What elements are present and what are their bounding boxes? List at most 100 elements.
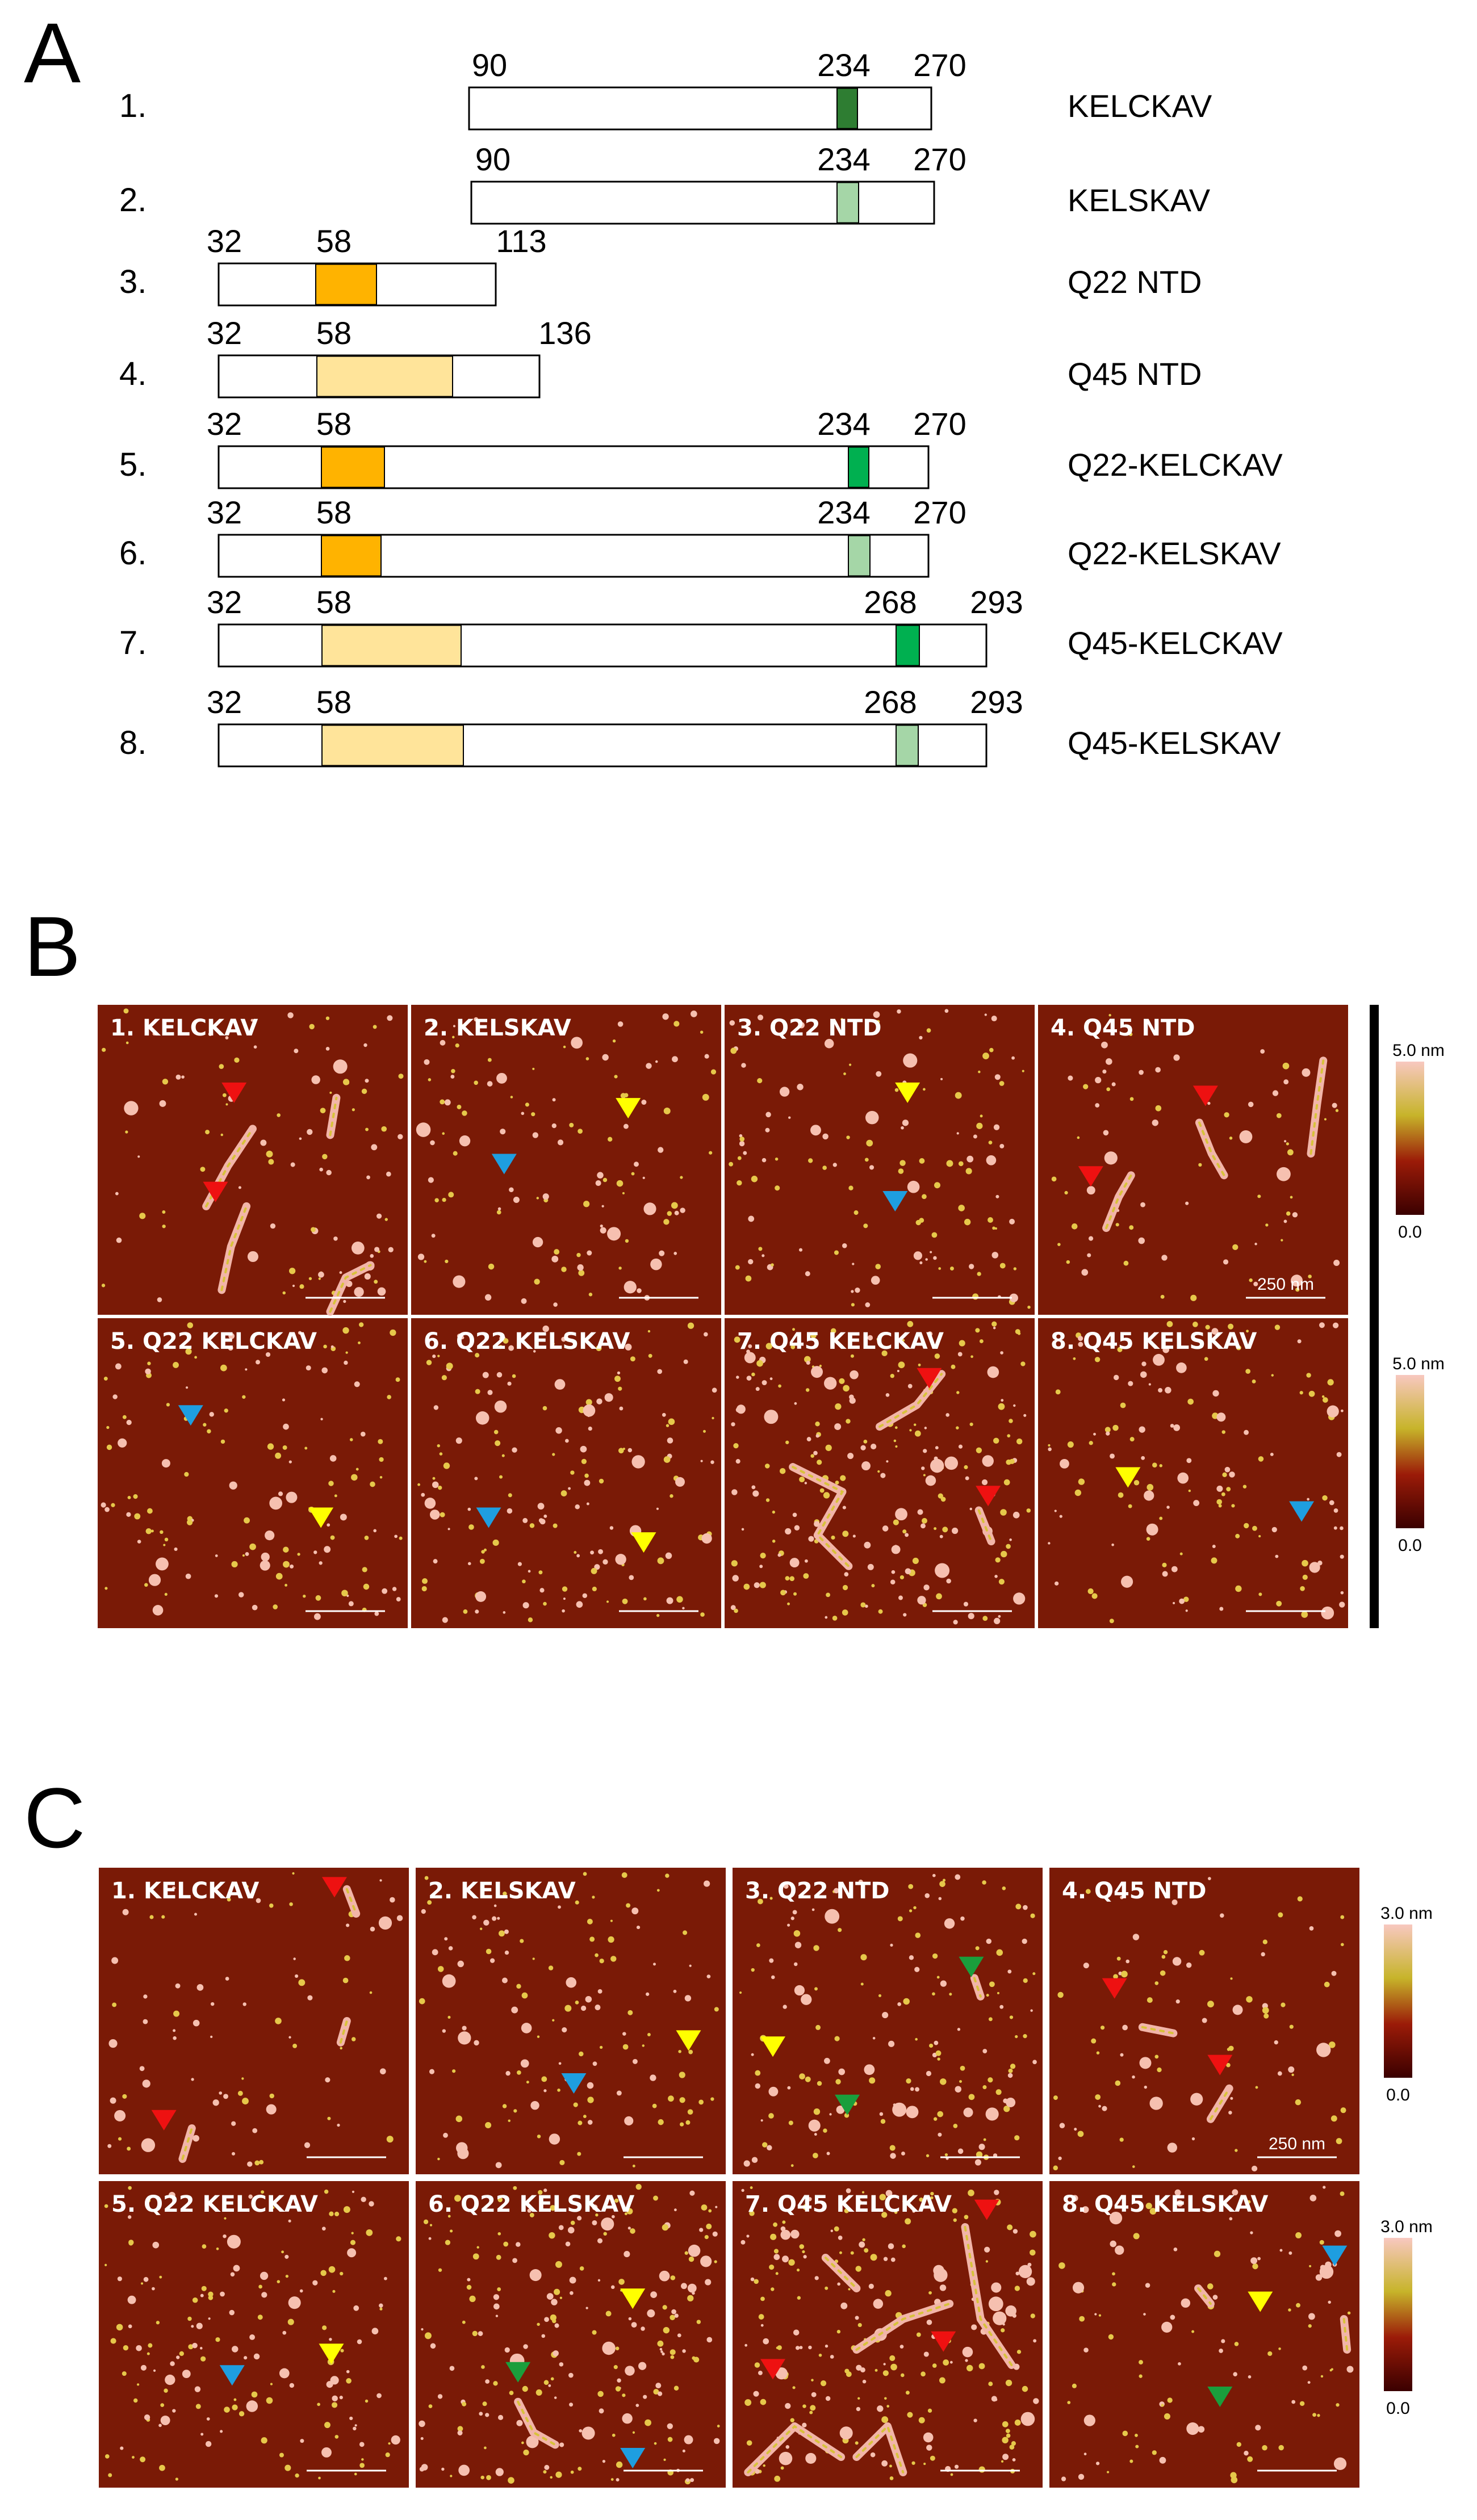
afm-particle: [318, 1271, 324, 1278]
afm-particle: [379, 1879, 382, 1882]
afm-particle: [1336, 1452, 1342, 1457]
afm-particle: [885, 1393, 890, 1397]
afm-particle: [1288, 2251, 1292, 2255]
afm-particle: [395, 1377, 400, 1382]
afm-particle: [595, 1180, 601, 1186]
afm-particle: [1138, 1237, 1145, 1244]
afm-particle: [1347, 2311, 1351, 2315]
afm-particle: [1030, 2313, 1035, 2318]
afm-particle: [1009, 1419, 1013, 1423]
afm-particle: [327, 1523, 330, 1527]
afm-particle: [207, 1429, 211, 1433]
afm-fibril-texture: [339, 2020, 348, 2044]
afm-particle: [275, 2018, 282, 2024]
afm-particle: [497, 2197, 503, 2203]
afm-particle: [1000, 1509, 1007, 1516]
afm-particle: [625, 1343, 632, 1351]
afm-particle: [502, 2104, 507, 2108]
afm-particle: [657, 2340, 664, 2347]
afm-particle: [1302, 1574, 1308, 1580]
afm-particle: [300, 2439, 304, 2443]
afm-oligomer: [1018, 2265, 1032, 2279]
afm-particle: [782, 2255, 789, 2263]
afm-particle: [498, 1930, 505, 1937]
afm-particle: [252, 2128, 258, 2133]
afm-particle: [670, 2275, 676, 2280]
afm-particle: [1283, 1219, 1287, 1223]
afm-particle: [663, 1456, 671, 1463]
afm-particle: [712, 1387, 717, 1393]
afm-particle: [496, 2254, 501, 2260]
afm-particle: [811, 2392, 817, 2397]
afm-particle: [1071, 1223, 1078, 1230]
afm-particle: [222, 1093, 227, 1097]
afm-particle: [175, 1074, 181, 1080]
afm-particle: [324, 2422, 330, 2429]
afm-particle: [1171, 1566, 1178, 1573]
afm-particle: [352, 1476, 355, 1480]
afm-particle: [670, 1494, 673, 1498]
afm-particle: [1165, 1387, 1171, 1394]
afm-particle: [1177, 2200, 1183, 2207]
afm-particle: [972, 1293, 979, 1300]
afm-particle: [704, 1332, 708, 1337]
afm-particle: [346, 1923, 350, 1927]
afm-particle: [592, 2061, 597, 2066]
afm-particle: [501, 1454, 505, 1457]
afm-particle: [792, 1328, 796, 1331]
afm-particle: [252, 1604, 258, 1611]
afm-particle: [220, 1133, 224, 1137]
afm-particle: [523, 2344, 528, 2349]
afm-particle: [826, 1592, 830, 1597]
afm-particle: [1033, 2339, 1037, 2343]
arrowhead-marker: [1078, 1166, 1103, 1187]
afm-particle: [1073, 1357, 1076, 1360]
afm-particle: [450, 2475, 453, 2477]
afm-particle: [483, 1548, 487, 1552]
afm-particle: [329, 1091, 332, 1094]
afm-particle: [205, 1130, 210, 1135]
afm-particle: [621, 1872, 627, 1878]
afm-particle: [673, 2208, 677, 2212]
afm-particle: [689, 1964, 692, 1967]
afm-particle: [1023, 1905, 1028, 1910]
afm-particle: [1218, 1504, 1222, 1508]
afm-particle: [673, 1252, 677, 1255]
afm-particle: [783, 2005, 787, 2009]
afm-particle: [616, 2090, 622, 2096]
afm-particle: [1082, 2206, 1089, 2213]
afm-particle: [761, 1158, 767, 1163]
afm-particle: [318, 1277, 321, 1280]
afm-particle: [922, 1517, 927, 1524]
afm-particle: [876, 1020, 880, 1024]
afm-particle: [489, 1958, 495, 1963]
afm-particle: [1191, 2330, 1195, 2333]
afm-oligomer: [607, 1227, 621, 1241]
afm-particle: [261, 2190, 265, 2194]
afm-particle: [835, 1403, 842, 1410]
afm-particle: [667, 2423, 673, 2429]
afm-particle: [838, 2236, 843, 2240]
afm-particle: [789, 1576, 795, 1582]
afm-particle: [227, 1897, 231, 1902]
afm-particle: [630, 2228, 635, 2234]
afm-particle: [592, 1896, 595, 1899]
afm-particle: [746, 2234, 750, 2238]
afm-particle: [1103, 1130, 1109, 1136]
afm-particle: [953, 2218, 957, 2222]
afm-particle: [614, 2198, 619, 2203]
afm-particle: [737, 1156, 742, 1160]
afm-particle: [624, 2212, 627, 2216]
afm-particle: [185, 1386, 189, 1389]
afm-oligomer: [850, 1370, 859, 1379]
afm-particle: [631, 1907, 639, 1915]
afm-particle: [902, 2244, 906, 2249]
afm-oligomer: [566, 1977, 577, 1988]
afm-particle: [363, 1043, 367, 1047]
afm-particle: [665, 1873, 670, 1878]
afm-particle: [488, 1263, 495, 1270]
afm-particle: [1129, 2459, 1133, 2463]
afm-particle: [1295, 1288, 1300, 1292]
afm-particle: [1178, 2362, 1181, 2366]
afm-particle: [750, 2186, 753, 2190]
